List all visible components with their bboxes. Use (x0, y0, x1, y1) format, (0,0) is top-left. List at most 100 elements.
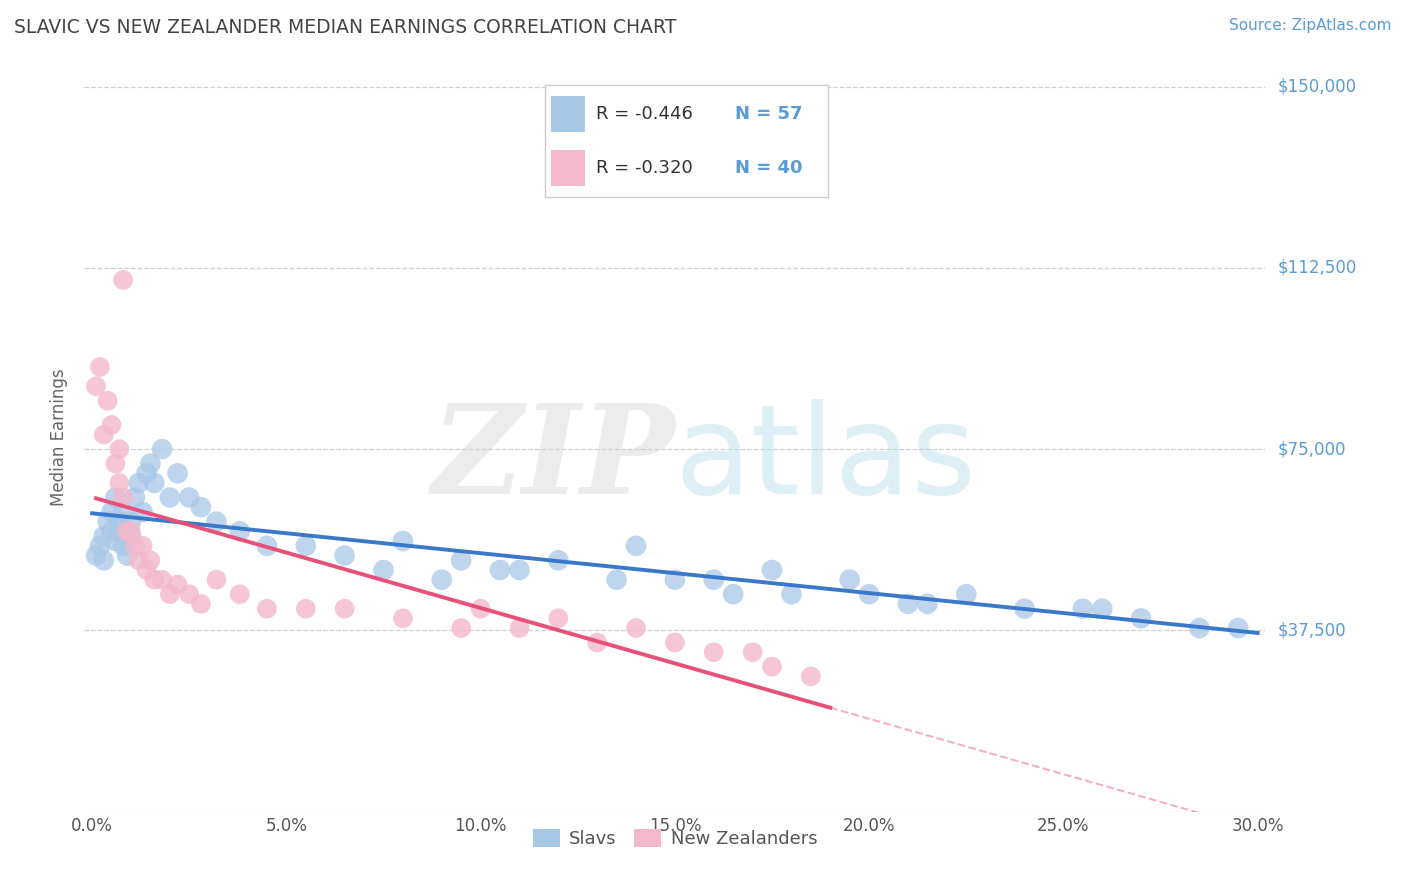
Point (586, 635, 609, 649)
Point (93, 427, 115, 442)
Point (295, 539, 318, 553)
Point (100, 417, 122, 432)
Point (1227, 621, 1250, 635)
Point (108, 515, 131, 529)
Point (115, 524, 138, 539)
Point (205, 515, 228, 529)
Text: Source: ZipAtlas.com: Source: ZipAtlas.com (1229, 18, 1392, 33)
Point (333, 601, 356, 615)
Point (128, 553, 150, 567)
Point (143, 475, 166, 490)
Y-axis label: Median Earnings: Median Earnings (51, 368, 69, 506)
Point (159, 491, 181, 505)
Point (955, 587, 977, 601)
Point (470, 601, 492, 615)
Point (124, 539, 146, 553)
Text: ZIP: ZIP (432, 399, 675, 520)
Point (120, 515, 142, 529)
Point (124, 491, 146, 505)
Point (1014, 601, 1036, 615)
Point (100, 505, 122, 519)
Point (112, 505, 135, 519)
Point (84, 379, 107, 393)
Point (838, 573, 860, 587)
Point (721, 587, 744, 601)
Text: $75,000: $75,000 (1277, 440, 1346, 458)
Point (89, 359, 111, 374)
Point (166, 467, 188, 481)
Point (150, 573, 173, 587)
Point (128, 475, 150, 490)
Point (89, 539, 111, 553)
Point (508, 621, 530, 635)
Point (333, 549, 356, 563)
Point (93, 553, 115, 567)
Point (800, 669, 823, 683)
Point (229, 587, 252, 601)
Point (624, 621, 647, 635)
Point (1188, 621, 1211, 635)
Point (112, 491, 135, 505)
Point (664, 573, 686, 587)
Point (112, 539, 135, 553)
Point (108, 475, 131, 490)
Point (229, 524, 252, 539)
Point (392, 534, 415, 549)
Text: $112,500: $112,500 (1277, 259, 1357, 277)
Point (703, 573, 725, 587)
Point (664, 635, 686, 649)
Point (450, 553, 472, 567)
Point (295, 601, 318, 615)
Point (373, 563, 395, 577)
Point (190, 500, 212, 515)
Point (606, 573, 628, 587)
Point (93, 529, 115, 543)
Point (104, 457, 127, 471)
Point (741, 645, 763, 659)
Point (761, 563, 783, 577)
Point (131, 505, 153, 519)
Point (135, 563, 157, 577)
Point (450, 621, 472, 635)
Text: $37,500: $37,500 (1277, 622, 1346, 640)
Point (84, 549, 107, 563)
Point (115, 549, 138, 563)
Point (489, 563, 512, 577)
Point (190, 597, 212, 611)
Point (547, 553, 569, 567)
Point (97, 515, 120, 529)
Point (159, 587, 181, 601)
Point (104, 534, 127, 549)
Point (256, 601, 278, 615)
Text: SLAVIC VS NEW ZEALANDER MEDIAN EARNINGS CORRELATION CHART: SLAVIC VS NEW ZEALANDER MEDIAN EARNINGS … (14, 18, 676, 37)
Point (256, 539, 278, 553)
Point (508, 563, 530, 577)
Point (120, 524, 142, 539)
Point (858, 587, 880, 601)
Point (205, 573, 228, 587)
Point (108, 442, 131, 457)
Point (104, 491, 127, 505)
Point (150, 442, 173, 457)
Point (166, 577, 188, 591)
Point (108, 524, 131, 539)
Point (179, 491, 201, 505)
Legend: Slavs, New Zealanders: Slavs, New Zealanders (526, 822, 824, 855)
Point (897, 597, 920, 611)
Point (1071, 601, 1094, 615)
Text: atlas: atlas (675, 399, 977, 520)
Point (547, 611, 569, 625)
Point (179, 587, 201, 601)
Point (430, 573, 453, 587)
Point (112, 273, 135, 287)
Point (392, 611, 415, 625)
Point (135, 467, 157, 481)
Point (100, 524, 122, 539)
Point (120, 529, 142, 543)
Point (139, 457, 162, 471)
Point (703, 645, 725, 659)
Point (1091, 601, 1114, 615)
Point (624, 539, 647, 553)
Point (761, 659, 783, 673)
Point (143, 573, 166, 587)
